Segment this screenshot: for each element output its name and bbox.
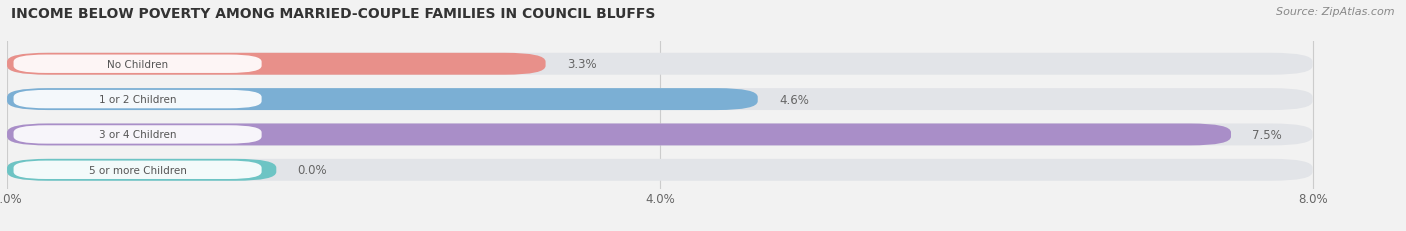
- FancyBboxPatch shape: [14, 161, 262, 179]
- FancyBboxPatch shape: [7, 124, 1313, 146]
- Text: Source: ZipAtlas.com: Source: ZipAtlas.com: [1277, 7, 1395, 17]
- FancyBboxPatch shape: [14, 55, 262, 74]
- FancyBboxPatch shape: [7, 54, 1313, 75]
- Text: INCOME BELOW POVERTY AMONG MARRIED-COUPLE FAMILIES IN COUNCIL BLUFFS: INCOME BELOW POVERTY AMONG MARRIED-COUPL…: [11, 7, 655, 21]
- Text: 3.3%: 3.3%: [567, 58, 596, 71]
- Text: No Children: No Children: [107, 59, 169, 70]
- Text: 0.0%: 0.0%: [298, 164, 328, 176]
- FancyBboxPatch shape: [7, 124, 1232, 146]
- FancyBboxPatch shape: [7, 159, 1313, 181]
- FancyBboxPatch shape: [7, 89, 758, 111]
- FancyBboxPatch shape: [14, 126, 262, 144]
- FancyBboxPatch shape: [7, 54, 546, 75]
- FancyBboxPatch shape: [7, 89, 1313, 111]
- Text: 4.6%: 4.6%: [779, 93, 808, 106]
- Text: 5 or more Children: 5 or more Children: [89, 165, 187, 175]
- FancyBboxPatch shape: [7, 159, 277, 181]
- Text: 3 or 4 Children: 3 or 4 Children: [98, 130, 176, 140]
- Text: 7.5%: 7.5%: [1253, 128, 1282, 141]
- FancyBboxPatch shape: [14, 91, 262, 109]
- Text: 1 or 2 Children: 1 or 2 Children: [98, 95, 176, 105]
